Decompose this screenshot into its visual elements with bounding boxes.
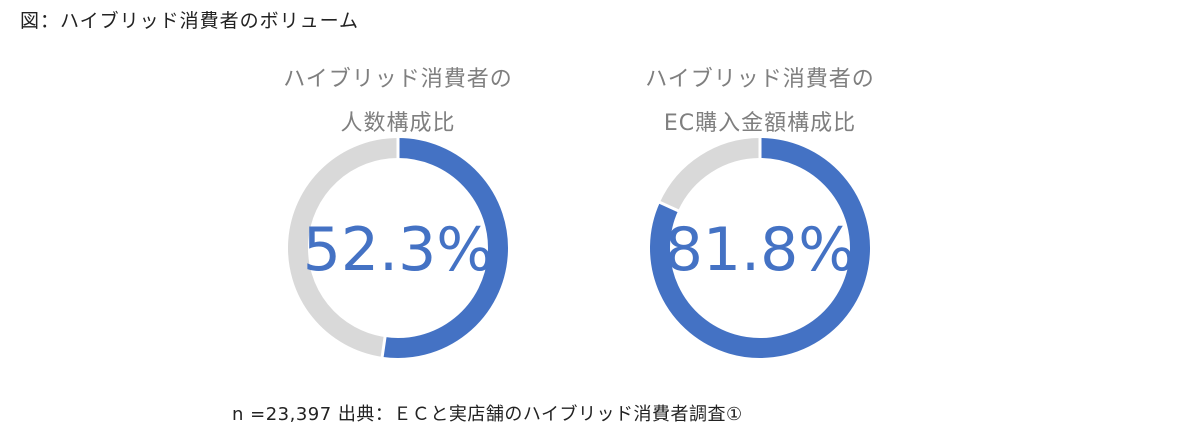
chart-title: ハイブリッド消費者の 人数構成比 bbox=[268, 58, 528, 146]
chart-title-line-2: 人数構成比 bbox=[340, 111, 456, 136]
center-percentage-label: 52.3% bbox=[303, 215, 494, 285]
donut-chart: 81.8% bbox=[650, 137, 870, 358]
figure-title: 図：ハイブリッド消費者のボリューム bbox=[20, 10, 360, 32]
donut-slice-remainder bbox=[288, 138, 399, 357]
chart-title-line-1: ハイブリッド消費者の bbox=[283, 67, 513, 92]
donut-slice-remainder bbox=[659, 138, 761, 211]
donut-panel-headcount: ハイブリッド消費者の 人数構成比 52.3% bbox=[268, 58, 528, 363]
chart-title-line-2: EC購入金額構成比 bbox=[663, 111, 857, 136]
donut-slice-primary bbox=[382, 138, 508, 358]
donut-panel-ec-purchase: ハイブリッド消費者の EC購入金額構成比 81.8% bbox=[630, 58, 890, 363]
donut-slice-primary bbox=[650, 138, 870, 358]
footnote: n =23,397 出典：ＥＣと実店舗のハイブリッド消費者調査① bbox=[232, 404, 743, 425]
donut-chart: 52.3% bbox=[288, 137, 508, 359]
chart-title: ハイブリッド消費者の EC購入金額構成比 bbox=[630, 58, 890, 146]
chart-title-line-1: ハイブリッド消費者の bbox=[645, 67, 875, 92]
slice-separator bbox=[380, 335, 387, 359]
center-percentage-label: 81.8% bbox=[665, 215, 856, 285]
slice-separator bbox=[658, 200, 680, 213]
